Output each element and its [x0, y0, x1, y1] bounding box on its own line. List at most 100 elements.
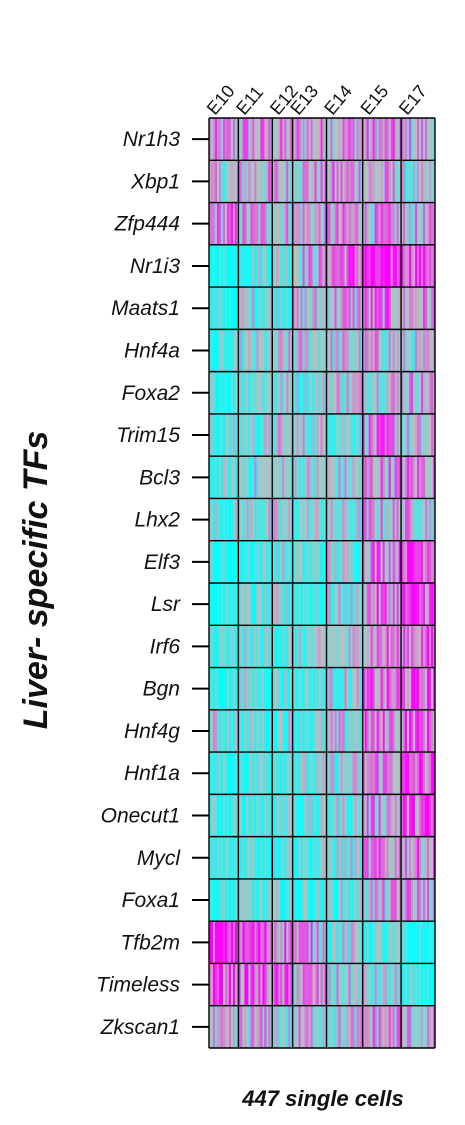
- heatmap-cell: [219, 667, 222, 710]
- heatmap-cell: [388, 540, 391, 583]
- heatmap-cell: [378, 583, 381, 626]
- heatmap-cell: [358, 836, 361, 879]
- heatmap-cell: [284, 540, 287, 583]
- heatmap-cell: [324, 287, 327, 330]
- heatmap-cell: [288, 540, 291, 583]
- heatmap-cell: [423, 878, 426, 922]
- heatmap-cell: [382, 709, 385, 753]
- heatmap-cell: [417, 244, 420, 288]
- row-label: Timeless: [96, 974, 180, 997]
- heatmap-cell: [235, 709, 238, 753]
- heatmap-cell: [227, 1005, 230, 1048]
- heatmap-cell: [286, 794, 289, 837]
- heatmap-cell: [411, 667, 414, 710]
- heatmap-cell: [302, 921, 305, 964]
- heatmap-cell: [221, 794, 224, 837]
- heatmap-cell: [413, 160, 416, 203]
- heatmap-cell: [350, 667, 353, 710]
- column-label: E10: [203, 81, 239, 118]
- heatmap-cell: [248, 244, 251, 288]
- heatmap-cell: [246, 329, 249, 372]
- heatmap-cell: [378, 878, 381, 922]
- heatmap-cell: [242, 329, 245, 372]
- heatmap-cell: [256, 498, 259, 541]
- heatmap-cell: [352, 456, 355, 499]
- heatmap-cell: [318, 583, 321, 626]
- heatmap-cell: [217, 329, 220, 372]
- heatmap-cell: [233, 836, 236, 879]
- heatmap-cell: [346, 625, 349, 668]
- heatmap-cell: [312, 752, 315, 795]
- heatmap-cell: [384, 709, 387, 753]
- heatmap-cell: [217, 709, 220, 753]
- heatmap-cell: [217, 160, 220, 203]
- heatmap-cell: [354, 878, 357, 922]
- heatmap-cell: [356, 244, 359, 288]
- heatmap-cell: [356, 752, 359, 795]
- heatmap-cell: [298, 456, 301, 499]
- heatmap-cell: [227, 118, 230, 161]
- heatmap-cell: [252, 413, 255, 457]
- heatmap-cell: [250, 202, 253, 245]
- heatmap-cell: [415, 836, 418, 879]
- heatmap-cell: [348, 794, 351, 837]
- heatmap-cell: [250, 709, 253, 753]
- heatmap-cell: [268, 709, 271, 753]
- heatmap-cell: [280, 836, 283, 879]
- heatmap-cell: [280, 244, 283, 288]
- heatmap-cell: [300, 625, 303, 668]
- heatmap-cell: [217, 202, 220, 245]
- heatmap-cell: [219, 160, 222, 203]
- heatmap-cell: [431, 963, 434, 1006]
- heatmap-cell: [398, 371, 401, 414]
- heatmap-cell: [223, 752, 226, 795]
- heatmap-cell: [280, 794, 283, 837]
- heatmap-cell: [284, 583, 287, 626]
- heatmap-cell: [366, 371, 369, 414]
- heatmap-cell: [238, 878, 241, 922]
- heatmap-cell: [296, 794, 299, 837]
- heatmap-cell: [401, 413, 404, 457]
- heatmap-cell: [419, 752, 422, 795]
- heatmap-cell: [235, 498, 238, 541]
- heatmap-cell: [433, 287, 436, 330]
- heatmap-cell: [390, 118, 393, 161]
- heatmap-cell: [231, 667, 234, 710]
- heatmap-cell: [306, 1005, 309, 1048]
- heatmap-cell: [334, 836, 337, 879]
- heatmap-cell: [403, 667, 406, 710]
- heatmap-cell: [431, 583, 434, 626]
- heatmap-cell: [425, 160, 428, 203]
- heatmap-cell: [405, 498, 408, 541]
- heatmap-cell: [227, 202, 230, 245]
- row-ticks: [192, 138, 209, 1028]
- heatmap-cell: [358, 1005, 361, 1048]
- heatmap-cell: [240, 709, 243, 753]
- heatmap-cell: [386, 540, 389, 583]
- heatmap-cell: [227, 371, 230, 414]
- heatmap-cell: [219, 921, 222, 964]
- heatmap-cell: [340, 329, 343, 372]
- heatmap-cell: [401, 244, 404, 288]
- heatmap-cell: [407, 329, 410, 372]
- heatmap-cell: [320, 963, 323, 1006]
- heatmap-cell: [401, 752, 404, 795]
- heatmap-cell: [421, 583, 424, 626]
- heatmap-cell: [362, 202, 365, 245]
- heatmap-cell: [227, 329, 230, 372]
- heatmap-cell: [376, 667, 379, 710]
- heatmap-cell: [254, 878, 257, 922]
- heatmap-cell: [270, 160, 273, 203]
- heatmap-cell: [229, 371, 232, 414]
- heatmap-cell: [221, 244, 224, 288]
- heatmap-cell: [338, 371, 341, 414]
- heatmap-cell: [378, 540, 381, 583]
- heatmap-cell: [231, 540, 234, 583]
- heatmap-cell: [298, 413, 301, 457]
- heatmap-cell: [398, 202, 401, 245]
- heatmap-cell: [326, 413, 329, 457]
- heatmap-cell: [256, 1005, 259, 1048]
- heatmap-cell: [286, 371, 289, 414]
- heatmap-cell: [252, 1005, 255, 1048]
- heatmap-cell: [262, 540, 265, 583]
